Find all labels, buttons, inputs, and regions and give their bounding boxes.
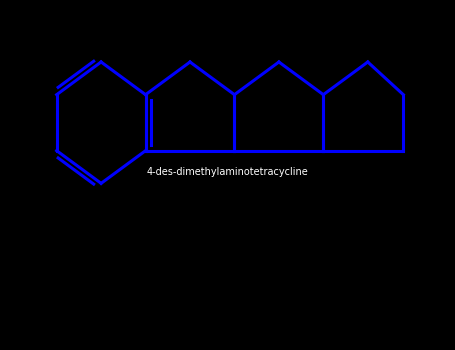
Text: 4-des-dimethylaminotetracycline: 4-des-dimethylaminotetracycline <box>146 167 308 177</box>
